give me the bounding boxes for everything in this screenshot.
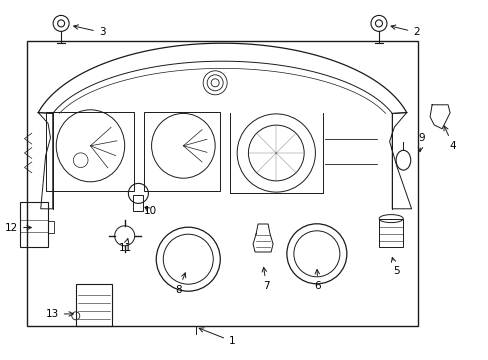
Bar bbox=[144, 112, 220, 191]
Text: 12: 12 bbox=[5, 222, 31, 233]
Bar bbox=[46, 112, 134, 191]
Text: 2: 2 bbox=[390, 25, 419, 37]
Text: 9: 9 bbox=[417, 132, 424, 152]
Bar bbox=[133, 195, 143, 211]
Bar bbox=[27, 41, 417, 326]
Text: 6: 6 bbox=[314, 270, 321, 291]
Text: 8: 8 bbox=[175, 273, 185, 295]
Bar bbox=[378, 219, 403, 247]
Bar bbox=[47, 221, 54, 233]
Text: 13: 13 bbox=[45, 309, 73, 319]
Text: 3: 3 bbox=[74, 25, 105, 37]
Bar bbox=[76, 284, 112, 326]
Text: 11: 11 bbox=[119, 239, 132, 253]
Text: 4: 4 bbox=[443, 126, 456, 151]
Text: 10: 10 bbox=[143, 206, 156, 216]
Bar bbox=[20, 202, 47, 247]
Text: 5: 5 bbox=[390, 257, 399, 276]
Text: 1: 1 bbox=[199, 328, 235, 346]
Text: 7: 7 bbox=[262, 267, 269, 291]
